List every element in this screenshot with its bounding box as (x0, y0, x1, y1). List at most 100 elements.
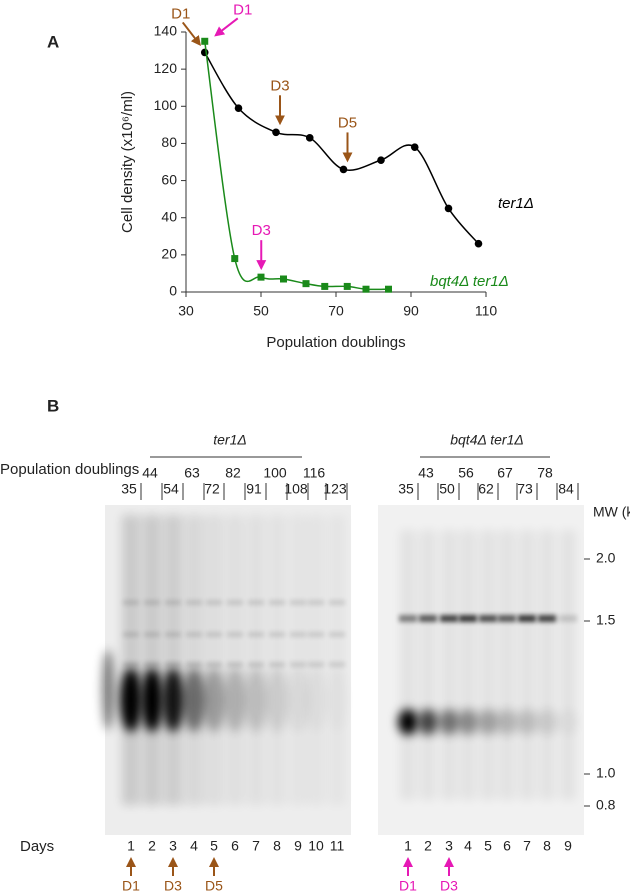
day-label: 1 (404, 838, 412, 854)
smear (560, 530, 576, 800)
band (440, 615, 458, 622)
blob (162, 668, 184, 732)
ladder-band (269, 632, 285, 637)
blob (141, 668, 163, 732)
ladder-band (123, 662, 139, 667)
ladder-band (186, 600, 202, 605)
day-label: 4 (464, 838, 472, 854)
marker (444, 204, 453, 213)
smear (268, 515, 286, 805)
ladder-band (290, 600, 306, 605)
marker (385, 285, 392, 293)
smear (460, 530, 476, 800)
day-arrow-label: D3 (164, 878, 182, 894)
doubling-label: 35 (398, 481, 414, 497)
smear (185, 515, 203, 805)
blob (517, 709, 537, 735)
band (518, 615, 536, 622)
smear (143, 515, 161, 805)
marker (201, 37, 209, 45)
y-tick-label: 40 (161, 208, 177, 224)
ladder-band (227, 600, 243, 605)
annotation-arrow (214, 17, 239, 37)
smear (226, 515, 244, 805)
mw-marker: 0.8 (596, 797, 616, 813)
blob (497, 709, 517, 735)
day-arrow-label: D1 (122, 878, 140, 894)
gel-title: bqt4Δ ter1Δ (450, 432, 524, 448)
y-tick-label: 20 (161, 246, 177, 262)
smear (480, 530, 496, 800)
band (419, 615, 437, 622)
ladder-band (206, 632, 222, 637)
y-tick-label: 0 (169, 283, 177, 299)
y-tick-label: 140 (154, 23, 178, 39)
doubling-label: 54 (163, 481, 179, 497)
marker (200, 48, 209, 57)
day-label: 2 (148, 838, 156, 854)
ladder-band (329, 662, 345, 667)
doubling-label: 116 (303, 465, 326, 481)
day-arrow-label: D3 (440, 878, 458, 894)
marker (343, 282, 351, 290)
ladder-band (144, 662, 160, 667)
day-arrow-label: D1 (399, 878, 417, 894)
doubling-label: 35 (121, 481, 137, 497)
doubling-label: 63 (184, 465, 200, 481)
blob (537, 709, 557, 735)
annotation-arrow (181, 21, 201, 47)
day-label: 11 (330, 838, 345, 854)
smear (307, 515, 325, 805)
ladder-band (308, 662, 324, 667)
y-tick-label: 60 (161, 171, 177, 187)
blob (266, 668, 288, 732)
panel-label: B (47, 396, 59, 415)
blob (478, 709, 498, 735)
blob (558, 709, 578, 735)
ladder-band (290, 632, 306, 637)
ladder-band (329, 600, 345, 605)
marker (321, 282, 329, 290)
x-tick-label: 110 (475, 303, 498, 319)
ladder-band (248, 632, 264, 637)
ladder-band (248, 662, 264, 667)
smear (247, 515, 265, 805)
smear (400, 530, 416, 800)
x-tick-label: 30 (178, 303, 194, 319)
annotation: D1 (171, 5, 190, 22)
day-label: 9 (294, 838, 302, 854)
doublings-label: Population doublings (0, 461, 139, 478)
ladder-band (227, 632, 243, 637)
smear (328, 515, 346, 805)
blob (224, 668, 246, 732)
marker (234, 104, 243, 112)
x-tick-label: 70 (328, 303, 344, 319)
smear (205, 515, 223, 805)
marker (302, 280, 310, 288)
smear (122, 515, 140, 805)
doubling-label: 78 (537, 465, 553, 481)
y-tick-label: 80 (161, 134, 177, 150)
ladder-band (248, 600, 264, 605)
gel-left-bands (102, 515, 348, 805)
day-label: 5 (484, 838, 492, 854)
gel-title: ter1Δ (213, 432, 247, 448)
smear (539, 530, 555, 800)
doubling-label: 73 (517, 481, 533, 497)
marker (305, 134, 314, 142)
annotation: D1 (233, 1, 252, 18)
annotation: D3 (252, 222, 271, 239)
smear (441, 530, 457, 800)
marker (272, 128, 280, 137)
smear (102, 650, 114, 730)
x-tick-label: 50 (253, 303, 269, 319)
doubling-label: 123 (323, 481, 347, 497)
blob (326, 668, 348, 732)
ladder-band (165, 662, 181, 667)
blob (398, 709, 418, 735)
band (479, 615, 497, 622)
day-label: 4 (190, 838, 198, 854)
ladder-band (308, 632, 324, 637)
ladder-band (269, 662, 285, 667)
y-tick-label: 120 (154, 60, 178, 76)
